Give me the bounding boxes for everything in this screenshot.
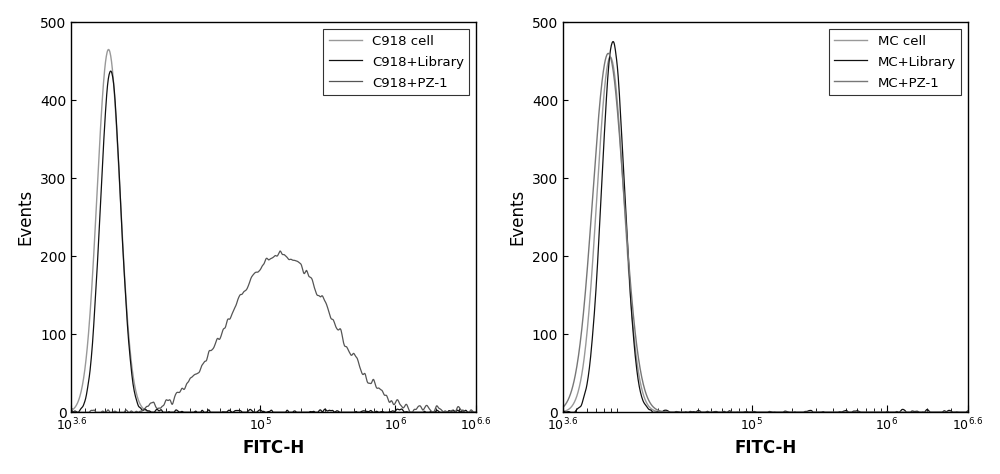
C918 cell bbox=[389, 410, 401, 415]
X-axis label: FITC-H: FITC-H bbox=[243, 439, 305, 457]
MC cell bbox=[605, 55, 617, 60]
C918+PZ-1 bbox=[470, 410, 482, 415]
MC+Library bbox=[736, 410, 748, 415]
Line: C918+Library: C918+Library bbox=[71, 71, 476, 412]
MC+Library bbox=[599, 123, 611, 128]
MC+Library bbox=[557, 408, 569, 414]
Y-axis label: Events: Events bbox=[17, 189, 35, 246]
MC cell bbox=[880, 410, 892, 415]
C918+PZ-1 bbox=[229, 304, 241, 310]
C918+Library bbox=[344, 410, 356, 415]
C918+PZ-1 bbox=[244, 279, 256, 285]
MC+PZ-1 bbox=[557, 404, 569, 410]
MC+PZ-1 bbox=[962, 410, 974, 415]
MC cell bbox=[835, 410, 847, 415]
Line: C918 cell: C918 cell bbox=[71, 49, 476, 412]
Legend: C918 cell, C918+Library, C918+PZ-1: C918 cell, C918+Library, C918+PZ-1 bbox=[323, 29, 469, 95]
MC+PZ-1 bbox=[880, 410, 892, 415]
MC+Library bbox=[722, 409, 734, 415]
MC cell bbox=[736, 410, 748, 415]
C918+PZ-1 bbox=[389, 401, 401, 407]
MC cell bbox=[962, 410, 974, 415]
C918 cell bbox=[244, 410, 256, 415]
C918+Library bbox=[470, 410, 482, 415]
Line: MC+Library: MC+Library bbox=[563, 42, 968, 412]
MC+Library bbox=[565, 410, 577, 415]
Line: MC+PZ-1: MC+PZ-1 bbox=[563, 54, 968, 412]
MC+Library bbox=[607, 39, 619, 45]
MC+PZ-1 bbox=[602, 51, 614, 56]
C918+Library bbox=[229, 408, 241, 413]
C918 cell bbox=[344, 410, 356, 415]
C918 cell bbox=[381, 410, 393, 415]
C918+Library bbox=[381, 410, 393, 415]
MC+PZ-1 bbox=[598, 62, 610, 67]
C918+Library bbox=[65, 410, 77, 415]
C918 cell bbox=[107, 75, 119, 81]
MC+PZ-1 bbox=[873, 410, 885, 415]
C918+PZ-1 bbox=[65, 410, 77, 415]
MC+Library bbox=[962, 408, 974, 414]
MC cell bbox=[721, 410, 733, 415]
C918+Library bbox=[244, 407, 256, 412]
Line: C918+PZ-1: C918+PZ-1 bbox=[71, 251, 476, 412]
C918+Library bbox=[389, 409, 401, 414]
C918+Library bbox=[105, 68, 117, 74]
C918+PZ-1 bbox=[107, 410, 119, 415]
C918 cell bbox=[103, 46, 115, 52]
C918+PZ-1 bbox=[344, 350, 356, 356]
MC+Library bbox=[836, 409, 848, 415]
C918 cell bbox=[229, 410, 241, 415]
MC cell bbox=[598, 87, 610, 92]
MC+PZ-1 bbox=[736, 410, 748, 415]
MC+PZ-1 bbox=[835, 410, 847, 415]
C918+Library bbox=[107, 77, 119, 83]
MC cell bbox=[873, 410, 885, 415]
C918 cell bbox=[470, 410, 482, 415]
Y-axis label: Events: Events bbox=[508, 189, 526, 246]
Line: MC cell: MC cell bbox=[563, 57, 968, 412]
X-axis label: FITC-H: FITC-H bbox=[734, 439, 797, 457]
C918+PZ-1 bbox=[381, 394, 393, 400]
MC cell bbox=[557, 409, 569, 414]
MC+Library bbox=[873, 410, 885, 415]
MC+PZ-1 bbox=[721, 410, 733, 415]
C918 cell bbox=[65, 408, 77, 413]
Legend: MC cell, MC+Library, MC+PZ-1: MC cell, MC+Library, MC+PZ-1 bbox=[829, 29, 961, 95]
C918+PZ-1 bbox=[274, 248, 286, 254]
MC+Library bbox=[881, 409, 893, 415]
